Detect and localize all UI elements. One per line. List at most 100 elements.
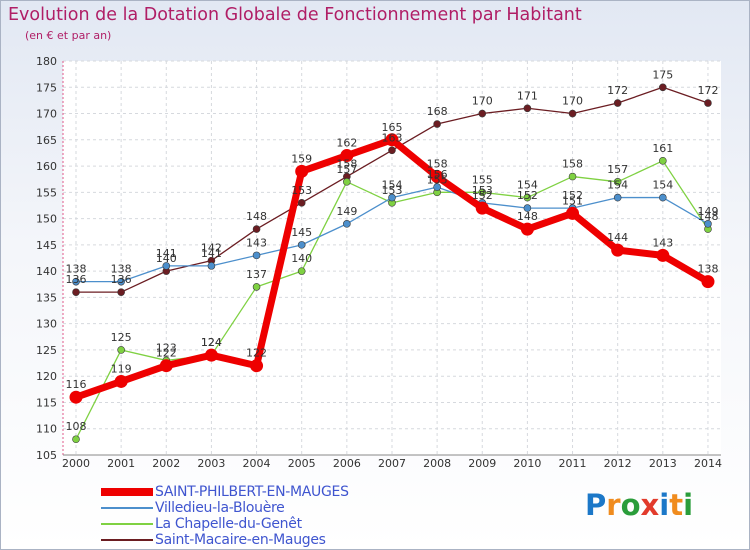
data-point <box>252 283 261 291</box>
data-point <box>385 133 399 147</box>
x-tick-label: 2014 <box>694 457 722 470</box>
legend-swatch <box>101 523 153 525</box>
legend-label: SAINT-PHILBERT-EN-MAUGES <box>155 484 349 500</box>
y-tick-label: 160 <box>36 160 57 173</box>
data-label: 136 <box>111 273 132 286</box>
legend-label: Saint-Macaire-en-Mauges <box>155 532 326 548</box>
data-label: 170 <box>472 95 493 108</box>
data-label: 140 <box>156 252 177 265</box>
data-label: 156 <box>427 168 448 181</box>
data-label: 154 <box>381 179 402 192</box>
data-point <box>523 204 532 212</box>
data-label: 138 <box>66 263 87 276</box>
brand-letter: x <box>640 488 660 522</box>
data-label: 119 <box>111 362 132 375</box>
data-label: 158 <box>427 158 448 171</box>
y-tick-label: 140 <box>36 265 57 278</box>
data-label: 172 <box>697 84 718 97</box>
data-point <box>343 178 351 186</box>
data-point <box>252 225 261 233</box>
data-label: 108 <box>66 420 87 433</box>
data-point <box>117 277 125 286</box>
data-point <box>433 183 441 191</box>
data-point <box>114 374 128 388</box>
x-tick-label: 2008 <box>423 457 451 470</box>
data-point <box>117 346 125 354</box>
data-point <box>475 201 489 215</box>
data-label: 124 <box>201 336 222 349</box>
data-point <box>704 99 712 107</box>
data-label: 125 <box>111 331 132 344</box>
data-label: 141 <box>156 247 177 260</box>
data-label: 140 <box>291 252 312 265</box>
data-label: 159 <box>291 152 312 165</box>
data-label: 155 <box>472 173 493 186</box>
data-point <box>72 288 80 296</box>
y-tick-label: 180 <box>36 55 57 68</box>
data-point <box>433 120 441 128</box>
data-label: 155 <box>427 173 448 186</box>
data-label: 137 <box>246 268 267 281</box>
brand-letter: P <box>585 488 607 522</box>
brand-letter: t <box>669 488 684 522</box>
data-point <box>297 241 306 249</box>
data-point <box>250 359 264 373</box>
data-label: 141 <box>201 247 222 260</box>
data-point <box>117 288 125 296</box>
data-point <box>388 193 396 202</box>
y-tick-label: 150 <box>36 213 57 226</box>
brand-letter: r <box>606 488 621 522</box>
data-label: 124 <box>201 336 222 349</box>
data-label: 161 <box>652 142 673 155</box>
data-label: 170 <box>562 95 583 108</box>
data-label: 148 <box>697 210 718 223</box>
data-label: 122 <box>156 347 177 360</box>
data-label: 171 <box>517 89 538 102</box>
data-label: 153 <box>472 184 493 197</box>
proxiti-logo: Proxiti <box>585 488 693 522</box>
data-point <box>72 277 80 286</box>
data-label: 122 <box>246 347 267 360</box>
data-label: 116 <box>66 378 87 391</box>
y-tick-label: 155 <box>36 186 57 199</box>
y-tick-label: 135 <box>36 291 57 304</box>
data-label: 168 <box>427 105 448 118</box>
x-tick-label: 2006 <box>333 457 361 470</box>
data-label: 158 <box>562 158 583 171</box>
data-label: 138 <box>697 263 718 276</box>
data-label: 162 <box>336 137 357 150</box>
data-label: 152 <box>562 189 583 202</box>
line-chart: 1051101151201251301351401451501551601651… <box>36 55 722 470</box>
plot-area <box>63 61 721 455</box>
y-tick-label: 130 <box>36 318 57 331</box>
data-label: 145 <box>291 226 312 239</box>
data-point <box>207 262 216 270</box>
data-point <box>295 164 309 178</box>
y-tick-label: 110 <box>36 423 57 436</box>
chart-title: Evolution de la Dotation Globale de Fonc… <box>8 5 582 25</box>
brand-letter: o <box>620 488 641 522</box>
legend-label: La Chapelle-du-Genêt <box>155 516 302 532</box>
x-tick-label: 2001 <box>107 457 135 470</box>
y-tick-label: 115 <box>36 396 57 409</box>
data-point <box>659 83 667 92</box>
data-point <box>252 251 261 260</box>
chart-subtitle: (en € et par an) <box>25 29 112 42</box>
y-tick-label: 145 <box>36 239 57 252</box>
data-label: 142 <box>201 242 222 255</box>
data-label: 143 <box>246 236 267 249</box>
data-label: 154 <box>652 179 673 192</box>
x-tick-label: 2010 <box>513 457 541 470</box>
data-point <box>611 243 625 257</box>
data-label: 157 <box>607 163 628 176</box>
data-point <box>162 262 171 270</box>
data-point <box>659 157 667 165</box>
data-label: 153 <box>291 184 312 197</box>
data-label: 138 <box>111 263 132 276</box>
y-tick-label: 175 <box>36 81 57 94</box>
x-tick-label: 2002 <box>152 457 180 470</box>
brand-letter: i <box>659 488 670 522</box>
data-label: 136 <box>66 273 87 286</box>
data-label: 143 <box>652 236 673 249</box>
y-tick-label: 120 <box>36 370 57 383</box>
